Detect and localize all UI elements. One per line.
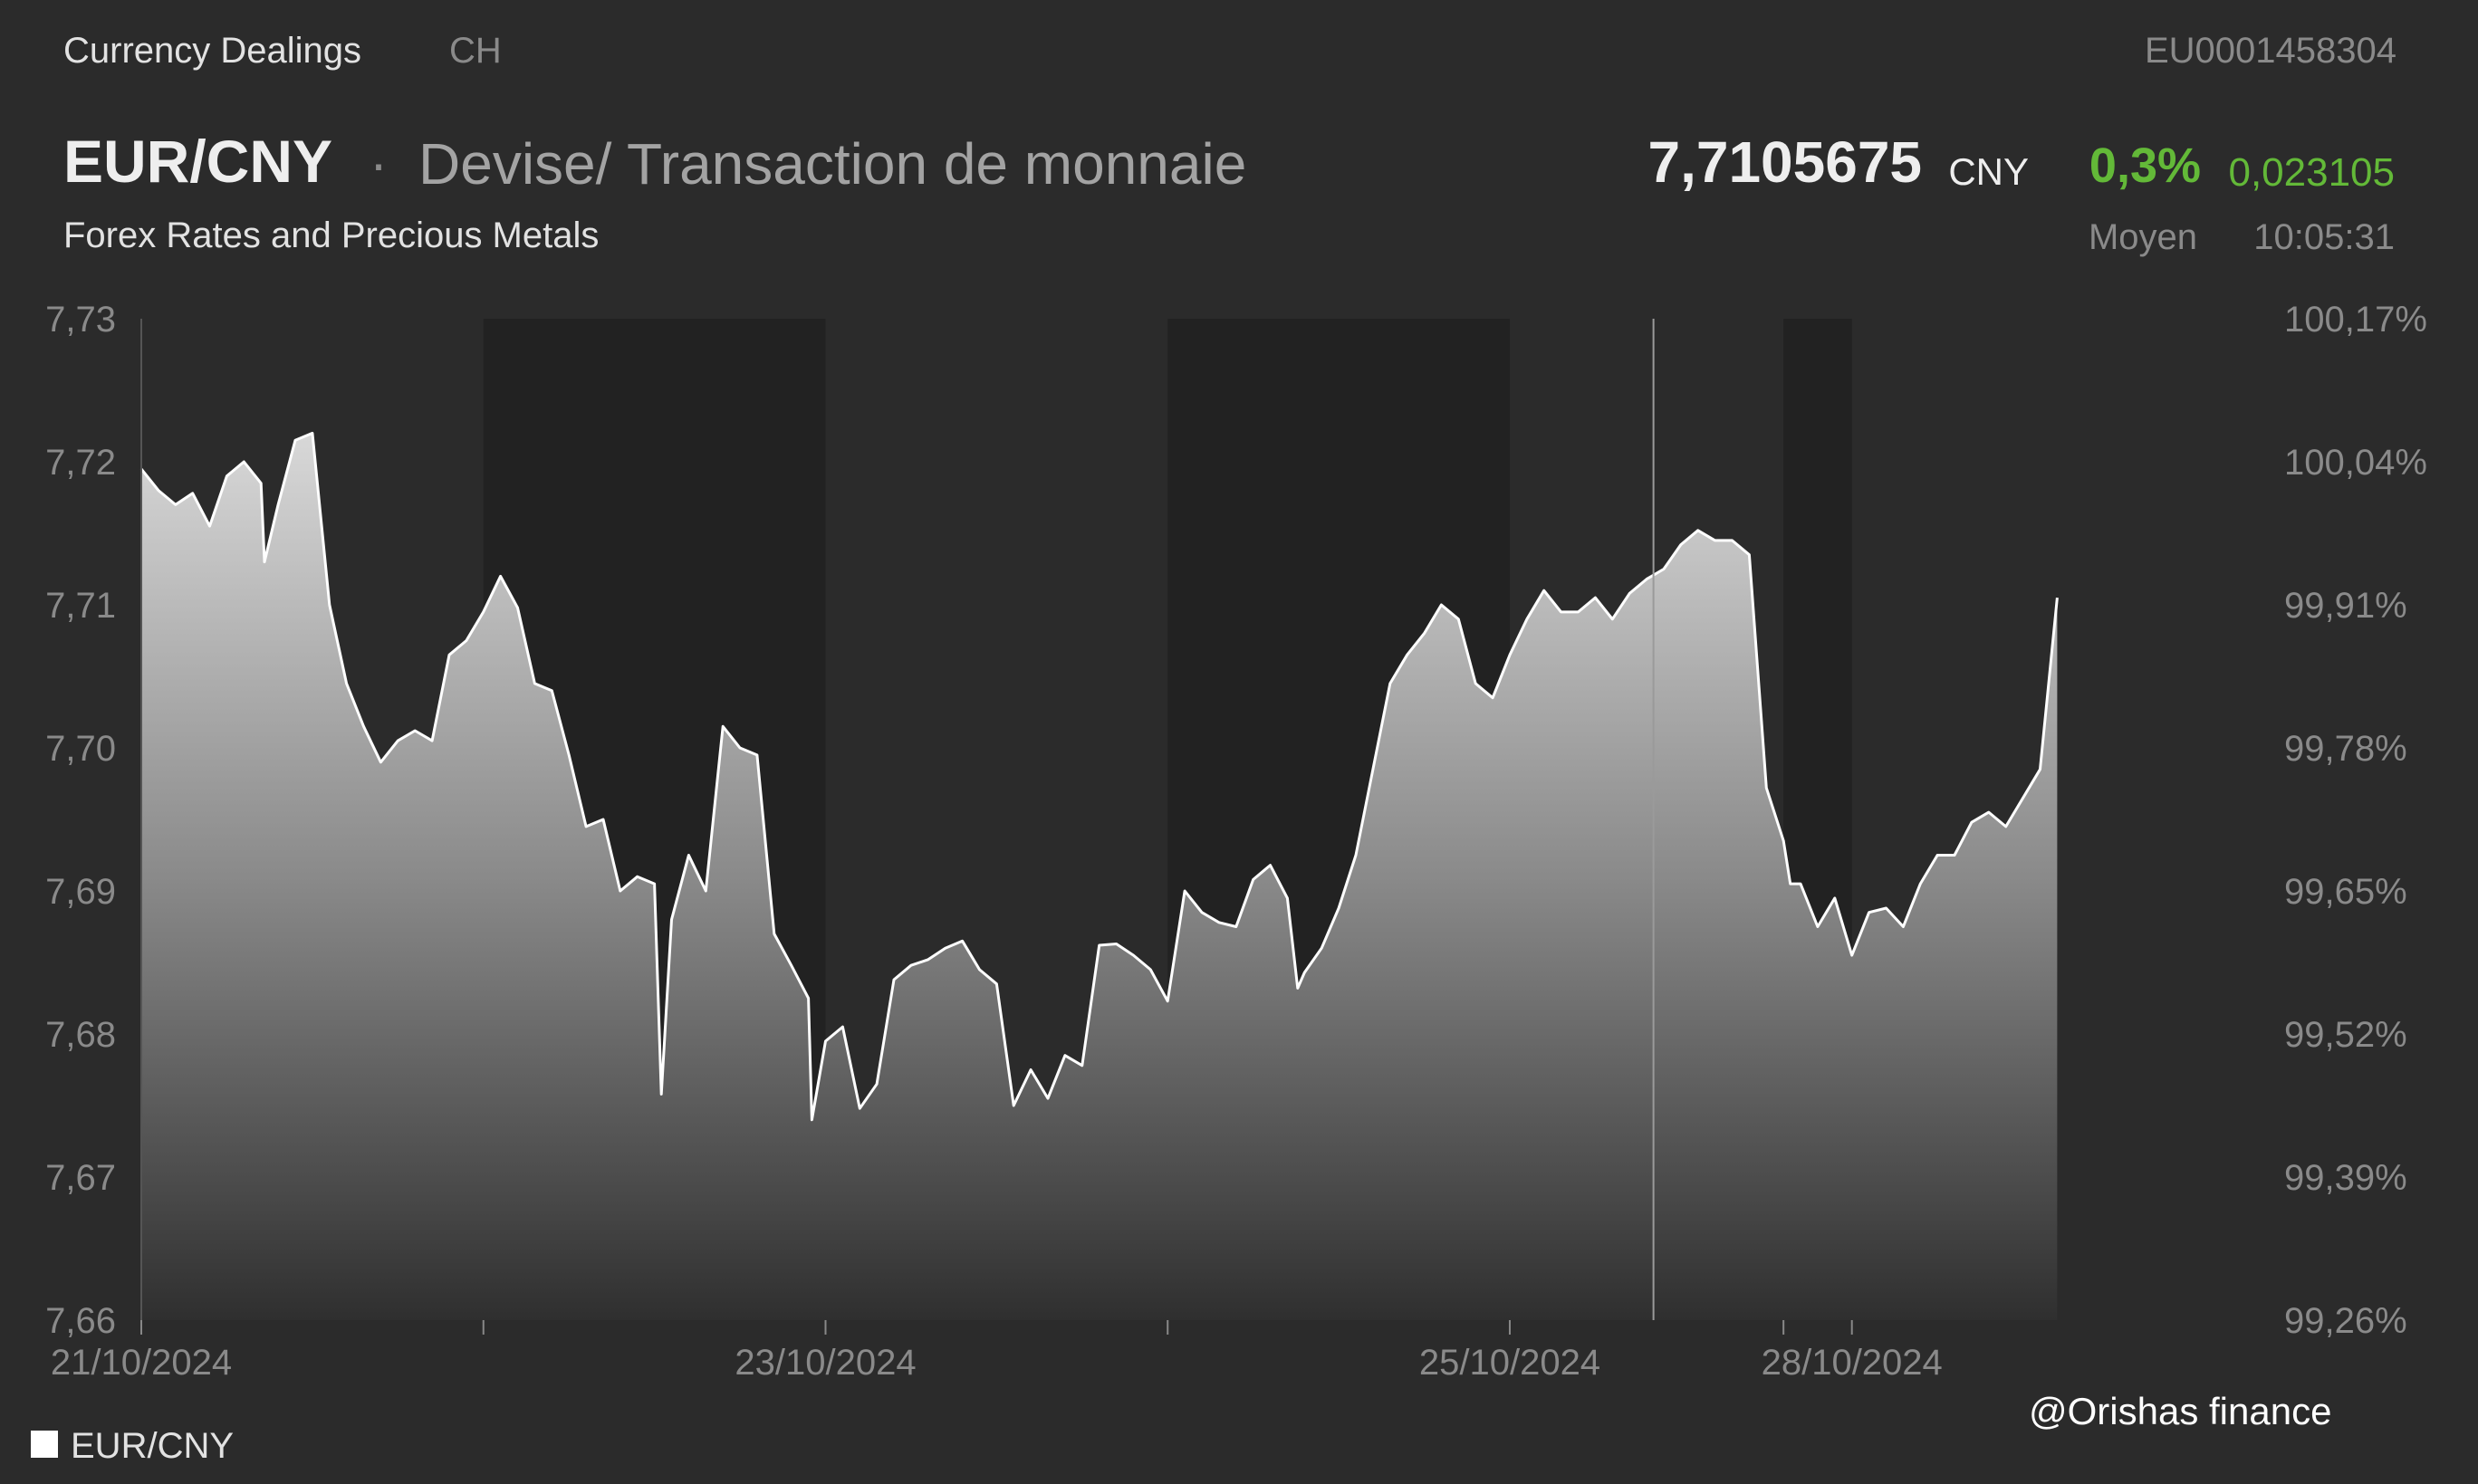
- y-right-tick-label: 99,65%: [2284, 872, 2407, 912]
- price-currency: CNY: [1948, 150, 2029, 193]
- y-left-tick-label: 7,73: [45, 300, 116, 340]
- change-absolute: 0,023105: [2228, 150, 2395, 195]
- watermark-text: @Orishas finance: [2029, 1390, 2332, 1432]
- y-right-tick-label: 99,52%: [2284, 1015, 2407, 1055]
- series-area-fill: [141, 433, 2058, 1320]
- region-code: CH: [449, 31, 502, 71]
- instrument-subtitle: Forex Rates and Precious Metals: [63, 215, 600, 255]
- y-right-tick-label: 99,26%: [2284, 1301, 2407, 1341]
- y-right-tick-label: 99,91%: [2284, 586, 2407, 626]
- title-separator: ·: [370, 133, 388, 194]
- y-right-tick-label: 99,39%: [2284, 1158, 2407, 1198]
- last-price: 7,7105675: [1647, 129, 1922, 195]
- y-right-tick-label: 100,04%: [2284, 443, 2427, 483]
- y-left-tick-label: 7,69: [45, 872, 116, 912]
- y-left-tick-label: 7,72: [45, 443, 116, 483]
- x-tick-label: 28/10/2024: [1762, 1343, 1943, 1383]
- isin-code: EU0001458304: [2144, 31, 2396, 71]
- y-left-tick-label: 7,66: [45, 1301, 116, 1341]
- x-tick-label: 21/10/2024: [51, 1343, 232, 1383]
- price-type-label: Moyen: [2088, 217, 2197, 257]
- legend-label: EUR/CNY: [71, 1426, 235, 1466]
- x-tick-label: 25/10/2024: [1419, 1343, 1600, 1383]
- y-left-tick-label: 7,67: [45, 1158, 116, 1198]
- series-line-eurcny: [139, 431, 2059, 1122]
- x-tick-label: 23/10/2024: [735, 1343, 916, 1383]
- instrument-title: EUR/CNY: [63, 128, 333, 195]
- y-left-tick-label: 7,71: [45, 586, 116, 626]
- y-right-tick-label: 100,17%: [2284, 300, 2427, 340]
- instrument-description: Devise/ Transaction de monnaie: [418, 131, 1247, 196]
- category-label: Currency Dealings: [63, 31, 362, 71]
- y-left-tick-label: 7,70: [45, 729, 116, 769]
- quote-time: 10:05:31: [2253, 217, 2395, 257]
- change-percent: 0,3%: [2089, 139, 2201, 193]
- y-left-tick-label: 7,68: [45, 1015, 116, 1055]
- y-right-tick-label: 99,78%: [2284, 729, 2407, 769]
- legend-swatch: [31, 1431, 58, 1458]
